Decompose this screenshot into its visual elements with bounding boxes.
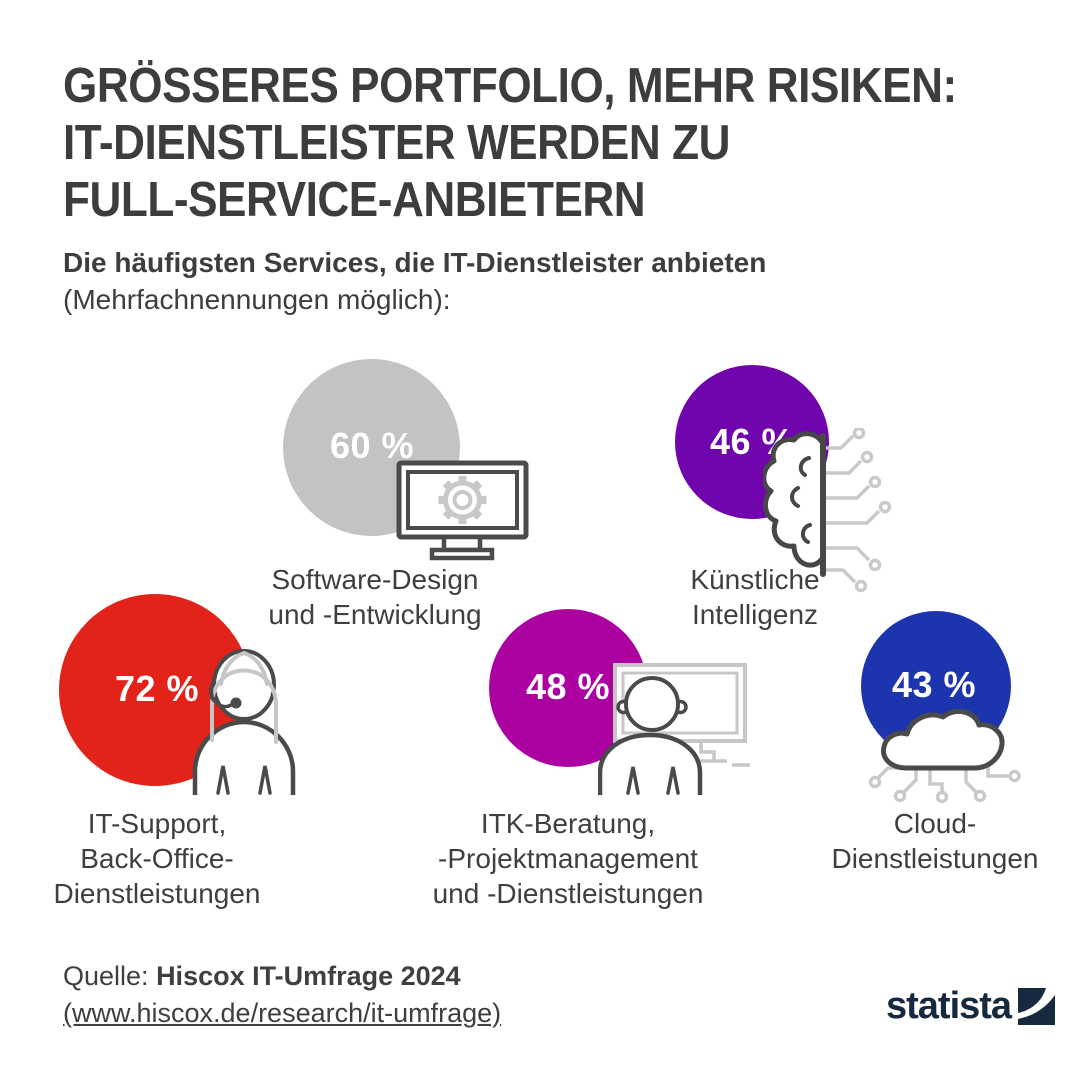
statista-logo: statista [886,985,1056,1027]
bubble-caption-cloud: Cloud- Dienstleistungen [831,808,1039,874]
statista-wordmark: statista [886,985,1012,1027]
subtitle-note: (Mehrfachnennungen möglich): [63,284,451,315]
page-title: GRÖSSERES PORTFOLIO, MEHR RISIKEN: IT-DI… [63,58,1080,229]
bubble-value-software-design: 60 % [329,425,415,466]
person-monitor-icon [598,663,750,795]
bubble-value-cloud: 43 % [891,664,977,705]
title-line-2: IT-DIENSTLEISTER WERDEN ZU [63,116,730,170]
bubble-caption-it-support: IT-Support, Back-Office- Dienstleistunge… [53,808,261,909]
source-line-1: Quelle: Hiscox IT-Umfrage 2024 [63,958,501,995]
title-line-1: GRÖSSERES PORTFOLIO, MEHR RISIKEN: [63,59,957,113]
subtitle: Die häufigsten Services, die IT-Dienstle… [63,244,963,318]
bubble-value-itk-beratung: 48 % [525,666,611,707]
bubble-caption-software-design: Software-Design und -Entwicklung [268,564,482,630]
support-agent-icon [192,649,296,795]
bubble-caption-ki: Künstliche Intelligenz [690,564,820,630]
bubble-caption-itk-beratung: ITK-Beratung, -Projektmanagement und -Di… [432,808,704,909]
brain-circuit-icon [763,428,892,593]
subtitle-main: Die häufigsten Services, die IT-Dienstle… [63,247,767,278]
monitor-gear-icon [396,460,529,561]
bubble-value-it-support: 72 % [114,668,200,709]
cloud-circuit-icon [868,708,1021,804]
title-line-3: FULL-SERVICE-ANBIETERN [63,173,646,227]
source-line-2: (www.hiscox.de/research/it-umfrage) [63,995,501,1032]
source-link[interactable]: (www.hiscox.de/research/it-umfrage) [63,998,502,1028]
source-name: Hiscox IT-Umfrage 2024 [156,961,461,991]
source-note: Quelle: Hiscox IT-Umfrage 2024 (www.hisc… [63,958,501,1032]
source-prefix: Quelle: [63,961,157,991]
statista-swoosh-icon [1018,988,1056,1025]
